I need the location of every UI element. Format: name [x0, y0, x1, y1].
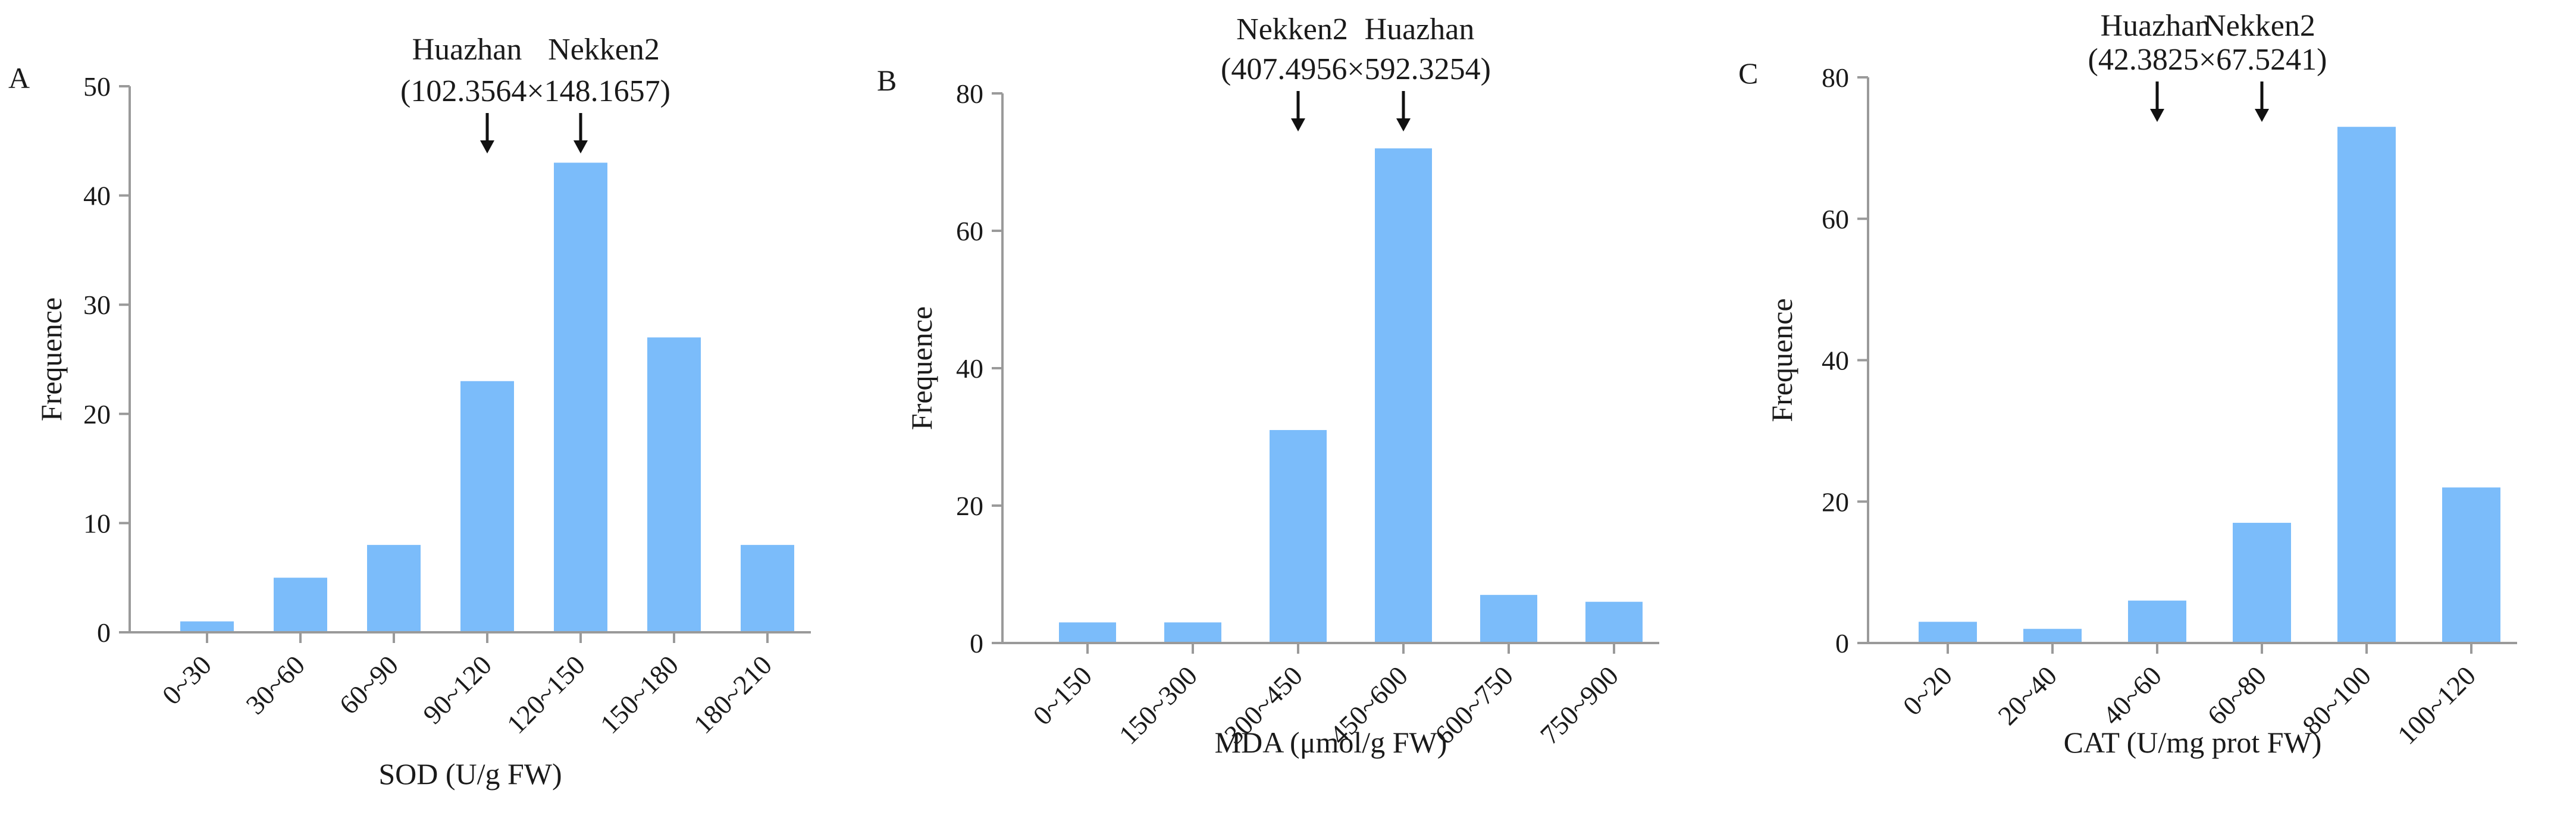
- y-tick-label: 30: [83, 290, 111, 320]
- bar-90~120: [460, 381, 514, 632]
- x-tick-label: 30~60: [240, 650, 311, 720]
- bar-300~450: [1270, 429, 1327, 643]
- annotation-values: (407.4956×592.3254): [1221, 52, 1491, 86]
- bar-150~180: [647, 337, 701, 632]
- bar-60~90: [367, 545, 421, 632]
- annotation-right-arrowhead: [1396, 118, 1411, 131]
- annotation-right-arrowhead: [2255, 109, 2269, 122]
- bar-80~100: [2337, 127, 2396, 643]
- y-tick-label: 10: [83, 508, 111, 538]
- y-axis-label: Frequence: [1765, 298, 1798, 422]
- annotation-values: (42.3825×67.5241): [2088, 43, 2327, 77]
- x-tick-label: 90~120: [417, 650, 497, 730]
- x-tick-label: 20~40: [1992, 660, 2063, 731]
- x-tick-label: 180~210: [688, 650, 778, 739]
- annotation-right-arrowhead: [574, 140, 588, 153]
- x-tick-label: 0~150: [1027, 660, 1098, 731]
- bar-600~750: [1480, 595, 1537, 643]
- x-tick-label: 0~20: [1897, 660, 1958, 721]
- bar-750~900: [1585, 601, 1643, 643]
- bar-180~210: [741, 545, 794, 632]
- x-tick-label: 150~180: [594, 650, 684, 739]
- x-axis-label: CAT (U/mg prot FW): [2064, 726, 2322, 759]
- chart-panel-a: 0 10 20 30 40 50 0~30 30~60 60~90 90~120 120~150 15…: [8, 33, 811, 791]
- annotation-right-name: Nekken2: [548, 33, 660, 67]
- panel-label: B: [877, 64, 897, 97]
- y-tick-label: 20: [83, 399, 111, 429]
- annotation-right-name: Huazhan: [1365, 12, 1475, 46]
- y-tick-label: 40: [956, 353, 983, 384]
- annotation-right-name: Nekken2: [2204, 9, 2315, 43]
- x-tick-label: 150~300: [1113, 660, 1203, 750]
- annotation-left-name: Huazhan: [412, 33, 522, 67]
- bar-120~150: [554, 162, 607, 632]
- x-tick-label: 60~90: [333, 650, 404, 720]
- y-tick-label: 80: [956, 79, 983, 109]
- x-tick-label: 0~30: [156, 650, 217, 710]
- y-axis-label: Frequence: [35, 297, 68, 421]
- x-tick-label: 60~80: [2201, 660, 2272, 731]
- x-tick-label: 40~60: [2096, 660, 2167, 731]
- x-tick-label: 750~900: [1534, 660, 1624, 750]
- x-axis-label: SOD (U/g FW): [378, 757, 562, 791]
- y-tick-label: 0: [97, 617, 111, 648]
- y-tick-label: 40: [1822, 346, 1849, 376]
- y-tick-label: 0: [970, 628, 983, 658]
- annotation-left-arrowhead: [480, 140, 494, 153]
- annotation-left-name: Nekken2: [1236, 12, 1348, 46]
- y-tick-label: 40: [83, 181, 111, 211]
- bar-0~30: [180, 621, 234, 632]
- annotation-left-arrowhead: [1291, 118, 1305, 131]
- panel-label: C: [1738, 57, 1758, 90]
- bar-60~80: [2233, 522, 2291, 643]
- y-tick-label: 60: [1822, 204, 1849, 234]
- y-tick-label: 60: [956, 216, 983, 246]
- annotation-values: (102.3564×148.1657): [400, 74, 670, 108]
- bar-150~300: [1164, 622, 1221, 643]
- y-tick-label: 80: [1822, 62, 1849, 93]
- bar-0~20: [1919, 622, 1977, 643]
- annotation-left-name: Huazhan: [2101, 9, 2211, 43]
- annotation-left-arrowhead: [2150, 109, 2164, 122]
- y-axis-label: Frequence: [905, 306, 938, 430]
- bar-40~60: [2128, 600, 2186, 643]
- bar-100~120: [2442, 487, 2500, 643]
- y-tick-label: 20: [1822, 487, 1849, 517]
- bar-450~600: [1375, 148, 1432, 643]
- y-tick-label: 20: [956, 491, 983, 521]
- bar-30~60: [274, 578, 327, 632]
- y-tick-label: 50: [83, 71, 111, 102]
- x-tick-label: 120~150: [501, 650, 591, 739]
- bar-20~40: [2023, 629, 2082, 643]
- bar-0~150: [1059, 622, 1116, 643]
- x-axis-label: MDA (μmol/g FW): [1215, 726, 1447, 759]
- y-tick-label: 0: [1835, 628, 1849, 658]
- panel-label: A: [8, 61, 30, 95]
- x-tick-label: 100~120: [2392, 660, 2481, 750]
